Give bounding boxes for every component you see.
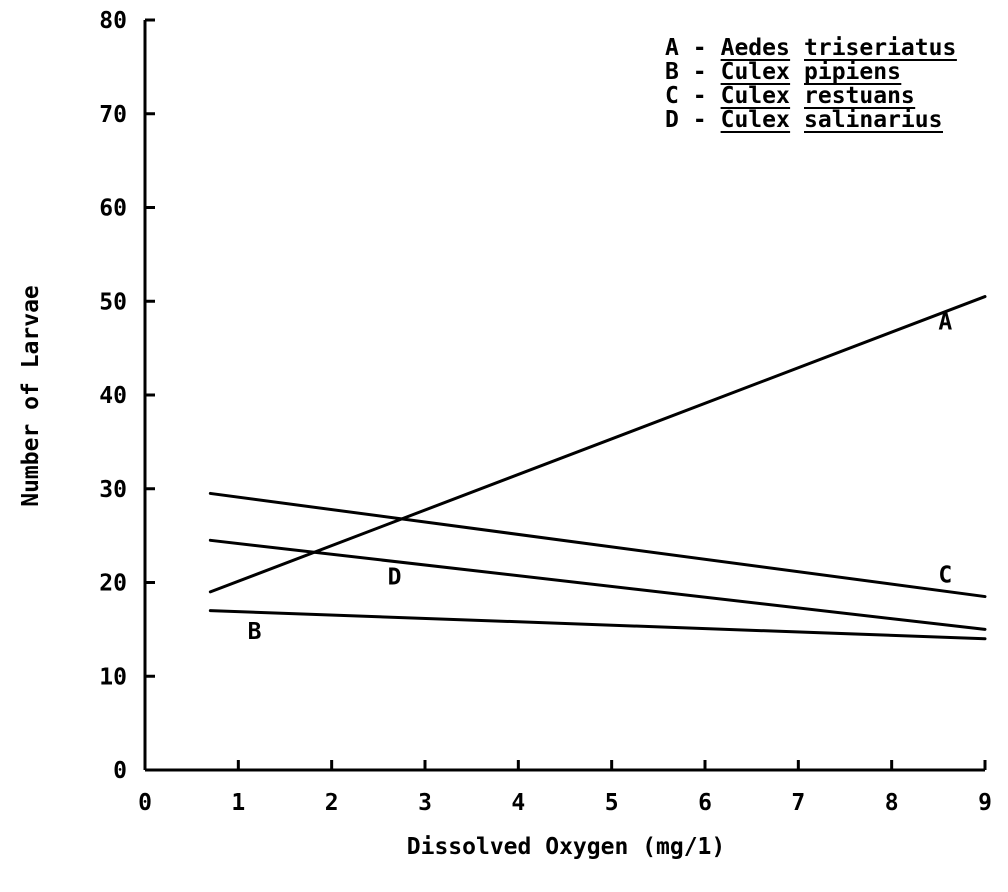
y-axis-title: Number of Larvae xyxy=(18,285,44,507)
y-tick-label: 70 xyxy=(99,102,127,128)
x-tick-label: 8 xyxy=(885,790,899,816)
series-line-d xyxy=(208,538,987,631)
chart-ticks: 0 1 2 3 4 5 6 7 8 9 0 10 20 30 40 50 60 70 80 xyxy=(99,8,992,816)
legend-species: salinarius xyxy=(804,107,942,133)
chart-line-labels: A B C D xyxy=(248,309,953,644)
series-line-a xyxy=(208,295,987,594)
legend-genus: Culex xyxy=(721,107,790,133)
y-tick-label: 60 xyxy=(99,196,127,222)
y-tick-label: 80 xyxy=(99,8,127,34)
y-tick-label: 30 xyxy=(99,477,127,503)
legend-genus: Culex xyxy=(721,83,790,109)
x-tick-label: 0 xyxy=(138,790,152,816)
series-line-b xyxy=(208,609,987,641)
legend-species: pipiens xyxy=(804,59,901,85)
legend-letter: C xyxy=(665,83,679,109)
y-tick-label: 20 xyxy=(99,571,127,597)
x-tick-label: 2 xyxy=(325,790,339,816)
series-label-c: C xyxy=(938,563,952,589)
legend-separator: - xyxy=(693,59,707,85)
legend-genus: Culex xyxy=(721,59,790,85)
x-tick-label: 9 xyxy=(978,790,992,816)
legend-letter: A xyxy=(665,35,679,61)
chart-series xyxy=(208,295,987,641)
x-tick-label: 7 xyxy=(791,790,805,816)
x-tick-label: 4 xyxy=(511,790,525,816)
legend-separator: - xyxy=(693,35,707,61)
legend-species: triseriatus xyxy=(804,35,956,61)
legend-separator: - xyxy=(693,107,707,133)
legend-species: restuans xyxy=(804,83,915,109)
y-tick-label: 40 xyxy=(99,383,127,409)
series-label-a: A xyxy=(938,309,952,335)
series-line-c xyxy=(208,491,987,599)
series-label-d: D xyxy=(388,564,402,590)
y-tick-label: 10 xyxy=(99,664,127,690)
x-axis-title: Dissolved Oxygen (mg/1) xyxy=(407,834,726,860)
legend-separator: - xyxy=(693,83,707,109)
x-tick-label: 5 xyxy=(605,790,619,816)
x-tick-label: 6 xyxy=(698,790,712,816)
x-tick-label: 3 xyxy=(418,790,432,816)
series-label-b: B xyxy=(248,619,262,645)
y-tick-label: 50 xyxy=(99,289,127,315)
legend-genus: Aedes xyxy=(721,35,790,61)
y-tick-label: 0 xyxy=(113,758,127,784)
legend-letter: D xyxy=(665,107,679,133)
x-tick-label: 1 xyxy=(231,790,245,816)
legend-letter: B xyxy=(665,59,679,85)
